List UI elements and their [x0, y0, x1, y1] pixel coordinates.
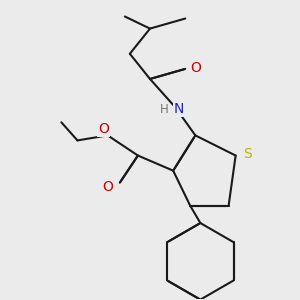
Text: H: H	[160, 103, 169, 116]
Text: N: N	[174, 102, 184, 116]
Text: O: O	[98, 122, 109, 136]
Text: O: O	[102, 180, 113, 194]
Text: O: O	[190, 61, 201, 75]
Text: S: S	[243, 146, 252, 161]
